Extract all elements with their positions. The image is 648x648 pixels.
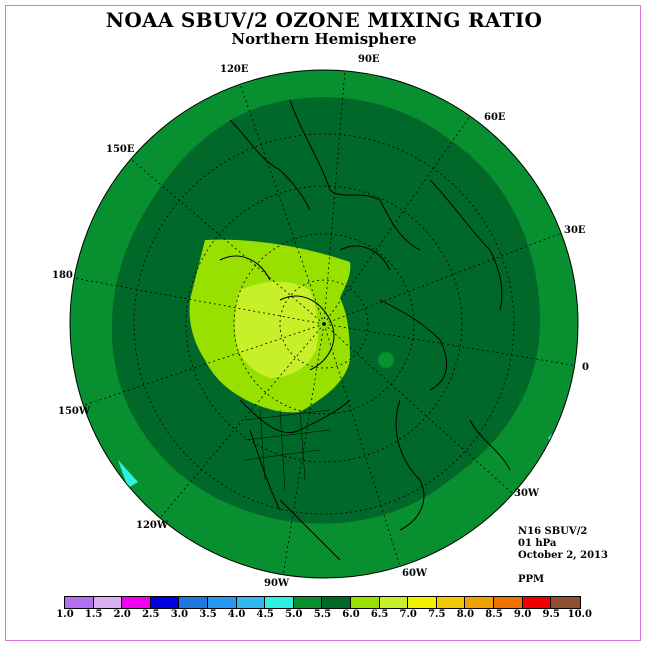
satellite-label: N16 SBUV/2 (518, 526, 588, 537)
colorbar-segment (436, 597, 466, 608)
lon-label: 0 (582, 362, 589, 373)
lon-label: 60W (402, 568, 428, 579)
colorbar-tick-label: 9.5 (542, 609, 560, 620)
colorbar-segment (93, 597, 123, 608)
figure-frame (5, 5, 641, 641)
units-label: PPM (518, 574, 545, 585)
colorbar-segment (150, 597, 180, 608)
colorbar-segment (493, 597, 523, 608)
colorbar-tick-label: 2.0 (113, 609, 131, 620)
globe-outline (69, 69, 579, 579)
colorbar-tick-label: 4.5 (256, 609, 274, 620)
ozone-level-spot (378, 352, 394, 368)
lon-label: 180 (52, 270, 73, 281)
colorbar-tick-label: 7.0 (399, 609, 417, 620)
colorbar-tick-label: 6.5 (370, 609, 389, 620)
colorbar-segment (350, 597, 380, 608)
coastlines (219, 99, 511, 561)
colorbar-tick-label: 1.5 (84, 609, 103, 620)
lon-label: 120E (220, 64, 249, 75)
colorbar-tick-label: 10.0 (567, 609, 592, 620)
colorbar-segment (408, 597, 437, 608)
colorbar-tick-label: 5.5 (313, 609, 332, 620)
colorbar-segment (293, 597, 323, 608)
colorbar-tick-label: 8.5 (485, 609, 503, 620)
colorbar-segment (522, 597, 552, 608)
colorbar-segment (465, 597, 494, 608)
colorbar-tick-label: 1.0 (56, 609, 74, 620)
colorbar-segment (551, 597, 580, 608)
colorbar-tick-label: 3.0 (170, 609, 189, 620)
lon-label: 150E (106, 144, 135, 155)
colorbar-tick-label: 8.0 (456, 609, 475, 620)
lon-label: 30W (514, 488, 540, 499)
colorbar (64, 596, 581, 609)
colorbar-tick-label: 3.5 (199, 609, 217, 620)
map-subtitle: Northern Hemisphere (231, 30, 417, 48)
colorbar-segment (65, 597, 94, 608)
lon-label: 120W (136, 520, 169, 531)
meridian-lines (73, 70, 578, 577)
colorbar-segment (122, 597, 151, 608)
ozone-level-low-patch (118, 460, 138, 488)
lon-label: 30E (564, 225, 586, 236)
lon-label: 60E (484, 112, 506, 123)
colorbar-segment (265, 597, 294, 608)
us-state-grid (244, 409, 331, 491)
lon-label: 150W (58, 406, 91, 417)
latitude-circles (133, 133, 515, 515)
colorbar-segment (379, 597, 409, 608)
ozone-level-core (235, 281, 318, 378)
colorbar-segment (236, 597, 266, 608)
map-title: NOAA SBUV/2 OZONE MIXING RATIO (105, 8, 543, 32)
lon-label: 90E (358, 54, 380, 65)
colorbar-tick-label: 9.0 (513, 609, 532, 620)
colorbar-tick-label: 2.5 (142, 609, 160, 620)
pressure-level-label: 01 hPa (518, 538, 557, 549)
colorbar-tick-label: 7.5 (428, 609, 446, 620)
colorbar-tick-label: 5.0 (285, 609, 303, 620)
lon-label: 90W (264, 578, 290, 589)
colorbar-tick-label: 6.0 (342, 609, 360, 620)
colorbar-segment (322, 597, 351, 608)
colorbar-segment (207, 597, 237, 608)
date-label: October 2, 2013 (518, 550, 608, 561)
colorbar-tick-label: 4.0 (227, 609, 246, 620)
colorbar-segment (179, 597, 208, 608)
